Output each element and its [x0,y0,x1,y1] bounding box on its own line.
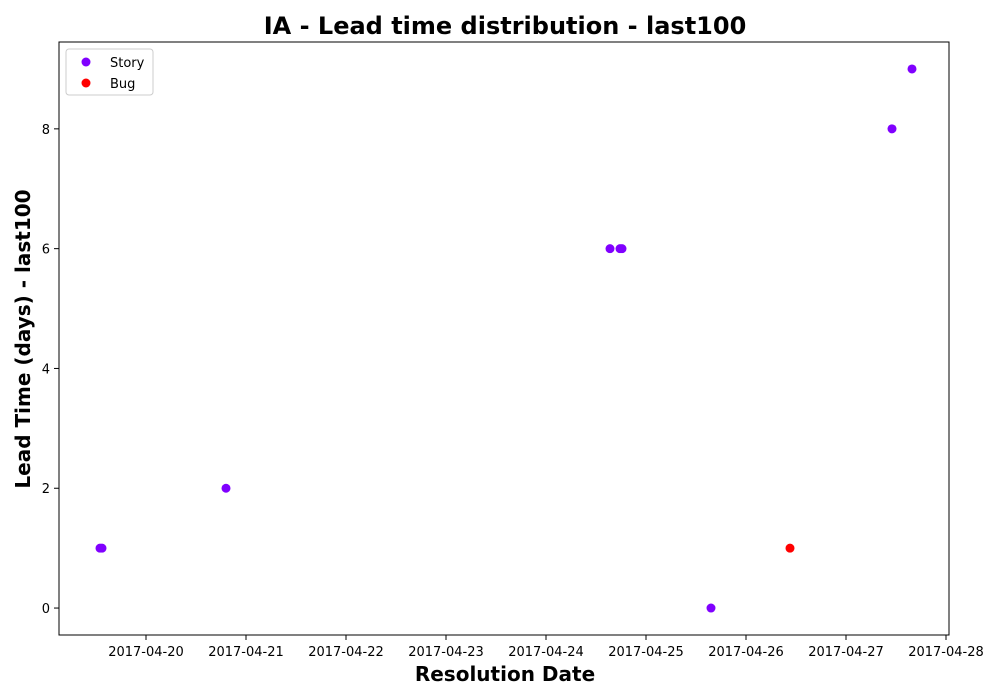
story-point [605,244,615,254]
y-tick-label: 8 [42,123,50,138]
story-point [907,64,917,74]
legend-label-bug: Bug [110,77,135,92]
x-axis-ticks: 2017-04-20 2017-04-21 2017-04-22 2017-04-23… [108,635,984,660]
x-tick-label: 2017-04-27 [808,645,884,660]
x-tick-label: 2017-04-20 [108,645,184,660]
plot-frame [58,41,950,636]
legend-marker-story [81,57,91,67]
y-tick-label: 0 [42,602,50,617]
data-points [95,64,917,613]
story-point [706,603,716,613]
legend-label-story: Story [110,56,145,71]
x-tick-label: 2017-04-22 [308,645,384,660]
story-point [221,483,231,493]
legend: Story Bug [65,48,154,96]
x-tick-label: 2017-04-25 [608,645,684,660]
x-axis-label: Resolution Date [415,662,595,686]
y-tick-label: 6 [42,243,50,258]
x-tick-label: 2017-04-23 [408,645,484,660]
x-tick-label: 2017-04-24 [508,645,584,660]
x-tick-label: 2017-04-28 [908,645,984,660]
story-point [97,543,107,553]
y-tick-label: 4 [42,362,50,377]
chart-title: IA - Lead time distribution - last100 [264,12,747,40]
legend-marker-bug [81,78,91,88]
y-tick-label: 2 [42,482,50,497]
story-point [887,124,897,134]
x-tick-label: 2017-04-26 [708,645,784,660]
y-axis-ticks: 0 2 4 6 8 [42,123,59,617]
y-axis-label: Lead Time (days) - last100 [11,189,35,488]
bug-point [785,543,795,553]
story-point [617,244,627,254]
x-tick-label: 2017-04-21 [208,645,284,660]
